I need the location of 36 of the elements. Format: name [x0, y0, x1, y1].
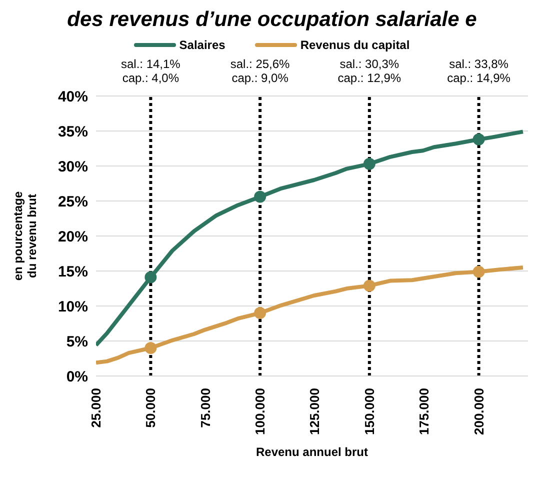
point [363, 158, 376, 170]
x-tick-label: 175.000 [416, 388, 432, 435]
x-tick-label: 25.000 [88, 388, 104, 428]
y-tick-label: 40% [58, 88, 88, 106]
x-axis-title: Revenu annuel brut [256, 445, 368, 459]
point [144, 342, 157, 354]
y-tick-label: 15% [58, 263, 88, 280]
x-tick-label: 75.000 [198, 388, 213, 428]
line-series [96, 266, 525, 365]
y-tick-label: 0% [66, 368, 88, 386]
y-tick-label: 30% [58, 158, 88, 176]
point [472, 133, 485, 146]
line-series [96, 130, 525, 348]
point [254, 190, 266, 203]
y-tick-label: 35% [58, 123, 88, 140]
point [254, 307, 266, 319]
x-tick-label: 100.000 [252, 388, 268, 435]
text: sal.: 14,1% cap.: 4,0% [120, 57, 181, 85]
x-tick-label: 125.000 [307, 388, 322, 435]
x-tick-label: 200.000 [471, 388, 486, 435]
y-tick-label: 20% [58, 228, 88, 246]
y-tick-label: 10% [58, 298, 88, 316]
y-axis-title: en pourcentage du revenu brut [11, 191, 39, 281]
text: sal.: 25,6% cap.: 9,0% [230, 57, 290, 85]
point [363, 280, 376, 292]
y-tick-label: 5% [66, 333, 88, 350]
chart-title: des revenus d’une occupation salariale e [66, 8, 478, 33]
legend-label: Salaires [178, 38, 226, 52]
y-tick-label: 25% [58, 193, 88, 210]
x-tick-label: 150.000 [362, 388, 377, 435]
x-tick-label: 50.000 [143, 388, 158, 428]
point [144, 271, 157, 284]
legend-label: Revenus du capital [299, 38, 410, 52]
text: sal.: 30,3% cap.: 12,9% [338, 57, 402, 85]
point [472, 266, 485, 278]
text: sal.: 33,8% cap.: 14,9% [447, 57, 511, 85]
